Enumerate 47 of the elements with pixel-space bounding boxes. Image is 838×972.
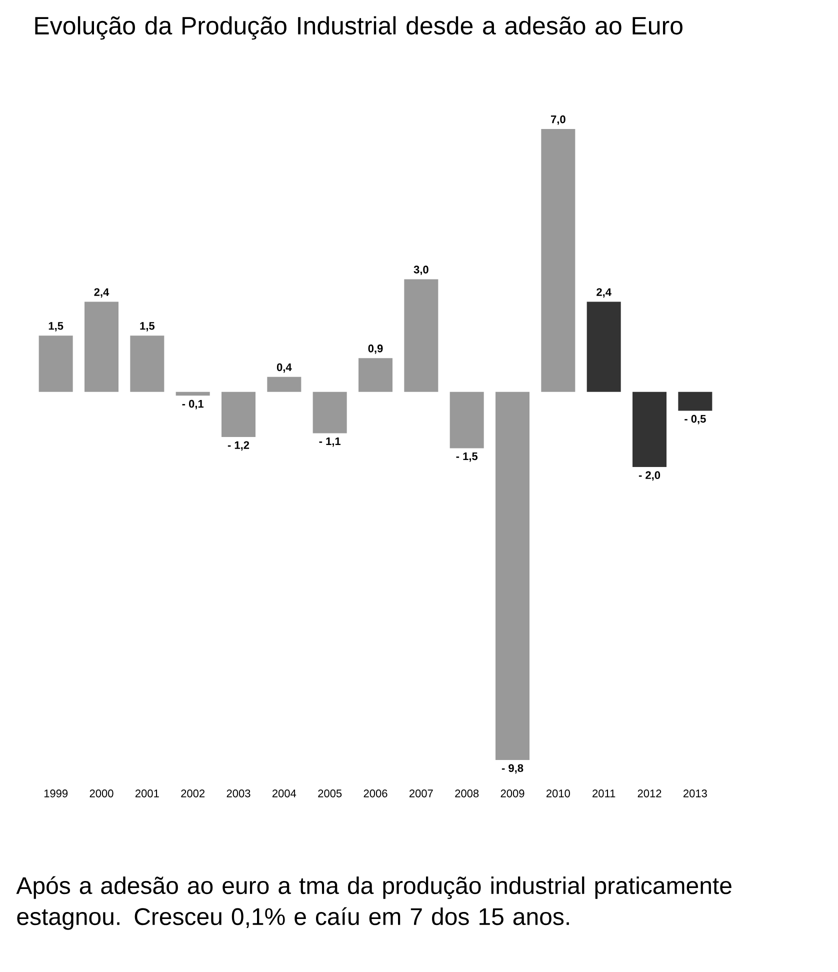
x-tick-label: 2002 [181,790,205,798]
data-label: 3,0 [414,266,428,276]
data-label: - 1,2 [228,441,250,451]
bar [632,392,667,468]
bar [358,358,393,392]
bar [38,336,73,392]
bar [176,392,210,396]
data-label: 2,4 [596,288,612,298]
x-tick-label: 2007 [409,790,433,798]
bar [312,392,347,434]
data-label: 7,0 [550,115,566,125]
text: Após a adesão ao euro a tma da produção industrial praticamente estagnou. Cresceu 0,1% e caíu em 7 dos 15 anos. [16,876,732,930]
bar [586,302,621,392]
data-label: 0,9 [368,344,383,354]
x-tick-label: 2005 [318,790,342,798]
bar [496,392,530,760]
data-label: - 2,0 [638,471,660,481]
x-tick-label: 2000 [90,790,114,798]
x-tick-label: 2013 [683,790,707,798]
x-tick-label: 2006 [364,790,388,798]
x-tick-label: 2001 [135,790,159,798]
x-tick-label: 2012 [638,790,662,798]
x-tick-label: 2008 [455,790,479,798]
bar [267,376,302,392]
bar [541,129,576,392]
x-tick-label: 2004 [272,790,296,798]
x-tick-label: 2009 [500,790,524,798]
bar [84,302,118,392]
x-tick-label: 2010 [546,790,570,798]
data-label: - 0,1 [182,400,204,410]
data-label: 1,5 [48,322,64,332]
data-label: - 1,5 [456,452,478,462]
data-label: 2,4 [94,288,110,298]
x-tick-label: 1999 [44,790,68,798]
data-label: - 0,5 [684,414,706,424]
chart-title: Evolução da Produção Industrial desde a adesão ao Euro [35,16,682,40]
x-tick-label: 2011 [592,790,616,798]
data-label: - 9,8 [502,764,524,774]
bar [404,279,438,392]
bar [222,392,256,437]
data-label: 0,4 [276,363,292,373]
x-tick-label: 2003 [226,790,250,798]
bar [678,392,712,411]
bar [450,392,484,448]
data-label: - 1,1 [319,437,341,447]
data-label: 1,5 [140,322,155,332]
bar [130,336,164,392]
